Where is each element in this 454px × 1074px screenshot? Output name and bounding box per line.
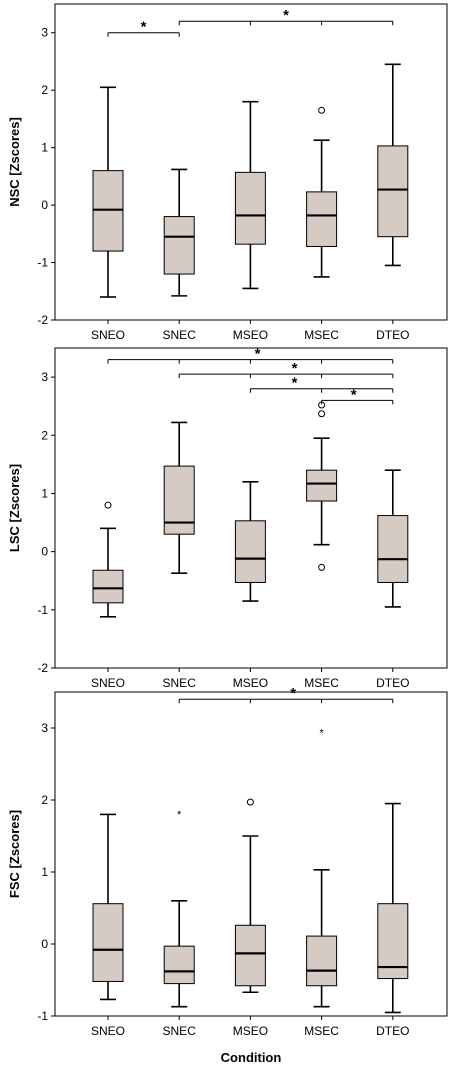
outlier-circle — [318, 563, 326, 571]
y-tick-label: 0 — [41, 545, 48, 559]
box-snec — [163, 216, 195, 275]
x-tick-label: SNEC — [163, 328, 197, 342]
significance-marker: * — [351, 386, 357, 403]
plot-frame — [54, 347, 448, 669]
outlier-circle — [318, 106, 326, 114]
x-tick-label: SNEC — [163, 1024, 197, 1038]
x-tick-label: SNEO — [91, 676, 125, 690]
x-tick-label: DTEO — [376, 676, 409, 690]
y-tick-label: 1 — [41, 865, 48, 879]
box-sneo — [92, 903, 124, 982]
box-mseo — [234, 171, 266, 245]
box-sneo — [92, 170, 124, 252]
box-msec — [306, 935, 338, 987]
significance-marker: * — [290, 685, 296, 702]
box-mseo — [234, 924, 266, 987]
y-axis-label: NSC [Zscores] — [7, 117, 22, 207]
significance-marker: * — [292, 360, 298, 377]
x-tick-label: MSEC — [304, 1024, 339, 1038]
significance-marker: * — [255, 346, 261, 363]
y-tick-label: 1 — [41, 486, 48, 500]
outlier-star: * — [177, 809, 182, 821]
x-tick-label: MSEO — [233, 328, 268, 342]
y-tick-label: 2 — [41, 793, 48, 807]
y-tick-label: 0 — [41, 937, 48, 951]
x-tick-label: SNEC — [163, 676, 197, 690]
y-tick-label: 3 — [41, 26, 48, 40]
x-tick-label: MSEC — [304, 328, 339, 342]
x-tick-label: SNEO — [91, 1024, 125, 1038]
box-msec — [306, 191, 338, 247]
plot-frame — [54, 3, 448, 321]
y-tick-label: 3 — [41, 370, 48, 384]
plot-frame — [54, 691, 448, 1017]
x-tick-label: MSEC — [304, 676, 339, 690]
box-sneo — [92, 569, 124, 604]
significance-marker: * — [292, 375, 298, 392]
y-tick-label: 2 — [41, 428, 48, 442]
y-axis-label: LSC [Zscores] — [7, 464, 22, 552]
y-tick-label: 1 — [41, 141, 48, 155]
x-tick-label: DTEO — [376, 328, 409, 342]
y-tick-label: -1 — [37, 256, 48, 270]
y-tick-label: 3 — [41, 721, 48, 735]
y-tick-label: -2 — [37, 661, 48, 675]
y-tick-label: 0 — [41, 198, 48, 212]
outlier-star: * — [319, 728, 324, 740]
x-tick-label: SNEO — [91, 328, 125, 342]
y-tick-label: 2 — [41, 83, 48, 97]
significance-marker: * — [283, 7, 289, 24]
significance-marker: * — [141, 19, 147, 36]
outlier-circle — [246, 798, 254, 806]
x-tick-label: MSEO — [233, 1024, 268, 1038]
y-tick-label: -1 — [37, 1009, 48, 1023]
box-dteo — [377, 145, 409, 238]
x-tick-label: MSEO — [233, 676, 268, 690]
y-tick-label: -2 — [37, 313, 48, 327]
x-axis-label: Condition — [221, 1050, 282, 1065]
box-snec — [163, 465, 195, 535]
box-mseo — [234, 520, 266, 583]
y-axis-label: FSC [Zscores] — [7, 810, 22, 898]
y-tick-label: -1 — [37, 603, 48, 617]
box-msec — [306, 469, 338, 502]
x-tick-label: DTEO — [376, 1024, 409, 1038]
box-dteo — [377, 515, 409, 583]
box-snec — [163, 945, 195, 985]
outlier-circle — [318, 410, 326, 418]
outlier-circle — [104, 501, 112, 509]
